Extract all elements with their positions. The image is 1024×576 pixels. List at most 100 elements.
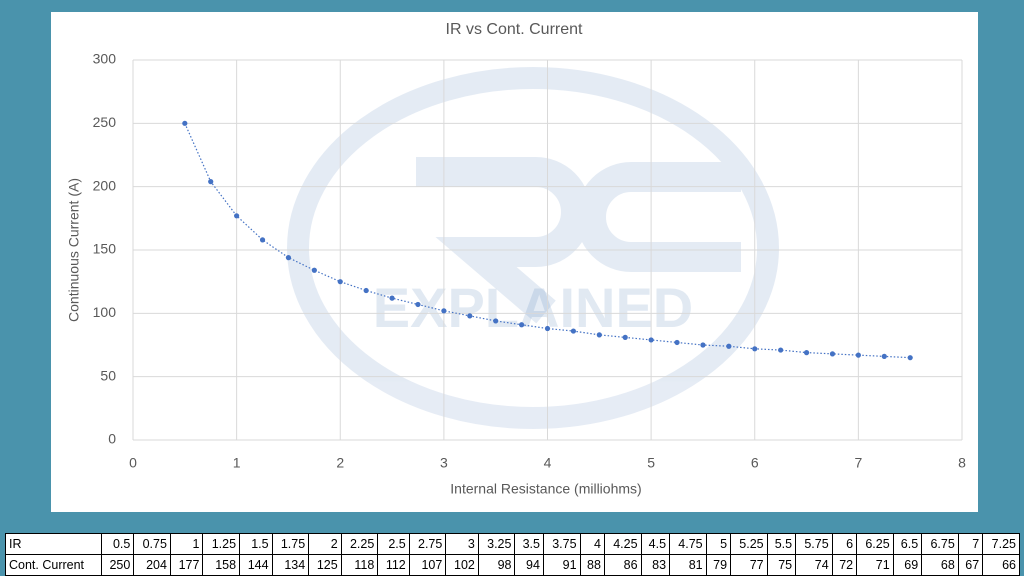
table-cell: 3.75 bbox=[542, 533, 581, 555]
table-cell: 134 bbox=[271, 554, 310, 576]
table-cell: 94 bbox=[514, 554, 544, 576]
x-tick-label: 3 bbox=[440, 455, 448, 471]
watermark-text: EXPLAINED bbox=[373, 276, 694, 339]
data-point bbox=[544, 325, 551, 332]
data-point bbox=[337, 279, 343, 285]
table-cell: 72 bbox=[831, 554, 858, 576]
data-point bbox=[518, 322, 525, 328]
data-point bbox=[855, 352, 861, 358]
data-point bbox=[829, 351, 836, 357]
data-point bbox=[493, 318, 499, 324]
table-cell: 7 bbox=[957, 533, 984, 555]
table-cell: 6.5 bbox=[892, 533, 923, 555]
watermark-logo bbox=[287, 67, 779, 429]
table-cell: 250 bbox=[100, 554, 135, 576]
table-cell: 177 bbox=[169, 554, 204, 576]
data-point bbox=[415, 301, 421, 308]
data-point bbox=[726, 343, 732, 349]
y-tick-label: 100 bbox=[93, 304, 117, 320]
table-cell: 83 bbox=[640, 554, 671, 576]
row-header: IR bbox=[5, 533, 102, 555]
table-cell: 2.25 bbox=[340, 533, 379, 555]
trend-line bbox=[184, 123, 911, 359]
table-cell: 4.75 bbox=[669, 533, 707, 555]
table-cell: 4.25 bbox=[603, 533, 642, 555]
table-cell: 1.25 bbox=[202, 533, 241, 555]
table-cell: 112 bbox=[377, 554, 410, 576]
data-point bbox=[389, 295, 395, 301]
x-tick-label: 4 bbox=[544, 455, 552, 471]
x-tick-label: 8 bbox=[958, 455, 966, 471]
table-cell: 1 bbox=[169, 533, 204, 555]
chart: EXPLAINED IR vs Cont. Current Internal R… bbox=[51, 12, 978, 512]
x-tick-label: 5 bbox=[647, 455, 655, 471]
table-cell: 88 bbox=[579, 554, 605, 576]
table-cell: 71 bbox=[856, 554, 894, 576]
y-tick-label: 200 bbox=[93, 177, 117, 193]
table-cell: 5.5 bbox=[766, 533, 797, 555]
x-tick-label: 0 bbox=[129, 455, 137, 471]
data-point bbox=[674, 339, 680, 346]
table-cell: 67 bbox=[957, 554, 984, 576]
x-tick-label: 2 bbox=[336, 455, 344, 471]
table-cell: 74 bbox=[795, 554, 833, 576]
table-cell: 1.75 bbox=[271, 533, 310, 555]
table-cell: 5 bbox=[705, 533, 732, 555]
table-cell: 3 bbox=[445, 533, 479, 555]
table-cell: 1.5 bbox=[239, 533, 273, 555]
table-cell: 0.5 bbox=[100, 533, 135, 555]
data-point bbox=[907, 355, 913, 361]
data-point bbox=[778, 347, 784, 353]
data-point bbox=[570, 328, 577, 334]
table-cell: 6 bbox=[831, 533, 858, 555]
x-tick-label: 6 bbox=[751, 455, 759, 471]
data-point bbox=[363, 287, 369, 294]
row-header: Cont. Current bbox=[5, 554, 102, 576]
y-tick-label: 300 bbox=[93, 51, 117, 67]
chart-title: IR vs Cont. Current bbox=[446, 21, 583, 38]
data-point bbox=[622, 334, 628, 340]
table-cell: 77 bbox=[730, 554, 768, 576]
table-cell: 2 bbox=[308, 533, 342, 555]
data-point bbox=[208, 179, 214, 185]
table-cell: 204 bbox=[133, 554, 171, 576]
data-point bbox=[803, 350, 810, 356]
x-axis-label: Internal Resistance (milliohms) bbox=[450, 481, 641, 497]
table-cell: 3.25 bbox=[477, 533, 516, 555]
y-axis-label: Continuous Current (A) bbox=[66, 178, 82, 322]
table-cell: 91 bbox=[542, 554, 581, 576]
table-cell: 0.75 bbox=[133, 533, 171, 555]
table-row: Cont. Current 250 204 177 158 144 134 125 118 112… bbox=[5, 554, 1020, 576]
table-cell: 75 bbox=[766, 554, 797, 576]
table-cell: 86 bbox=[603, 554, 642, 576]
data-point bbox=[285, 255, 292, 261]
table-cell: 4.5 bbox=[640, 533, 671, 555]
data-table: IR 0.5 0.75 1 1.25 1.5 1.75 2 2.25 2.5 2.75 3 3.25 3.… bbox=[5, 533, 1020, 576]
table-cell: 158 bbox=[202, 554, 241, 576]
y-tick-label: 0 bbox=[108, 431, 116, 447]
data-point bbox=[752, 346, 758, 352]
x-tick-label: 7 bbox=[854, 455, 862, 471]
table-cell: 118 bbox=[340, 554, 379, 576]
table-cell: 125 bbox=[308, 554, 342, 576]
table-cell: 107 bbox=[408, 554, 447, 576]
table-cell: 6.25 bbox=[856, 533, 894, 555]
data-point bbox=[700, 342, 706, 348]
table-cell: 7.25 bbox=[982, 533, 1020, 555]
data-point bbox=[596, 332, 602, 338]
data-point bbox=[881, 353, 887, 359]
y-tick-label: 50 bbox=[100, 367, 116, 383]
table-cell: 66 bbox=[982, 554, 1020, 576]
table-cell: 6.75 bbox=[921, 533, 959, 555]
table-cell: 4 bbox=[579, 533, 605, 555]
data-point bbox=[441, 308, 447, 314]
table-cell: 144 bbox=[239, 554, 273, 576]
table-cell: 68 bbox=[921, 554, 959, 576]
data-point bbox=[311, 267, 317, 273]
table-cell: 2.75 bbox=[408, 533, 447, 555]
y-tick-label: 250 bbox=[93, 114, 117, 130]
table-cell: 81 bbox=[669, 554, 707, 576]
data-point bbox=[467, 313, 473, 319]
table-cell: 3.5 bbox=[514, 533, 544, 555]
